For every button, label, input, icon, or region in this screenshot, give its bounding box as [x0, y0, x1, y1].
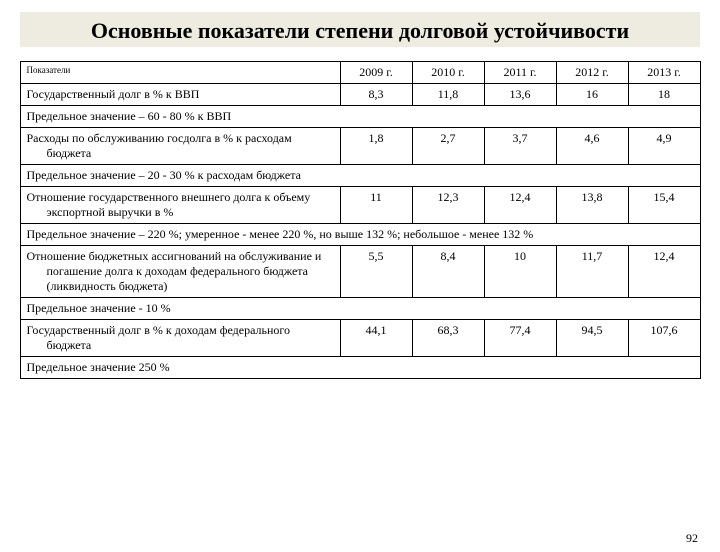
- header-year: 2009 г.: [340, 62, 412, 84]
- table-row: Государственный долг в % к ВВП 8,3 11,8 …: [20, 84, 700, 106]
- cell-value: 77,4: [484, 320, 556, 357]
- limit-label: Предельное значение – 60 - 80 % к ВВП: [20, 106, 700, 128]
- cell-value: 8,3: [340, 84, 412, 106]
- indicator-label: Расходы по обслуживанию госдолга в % к р…: [20, 128, 340, 165]
- cell-value: 13,6: [484, 84, 556, 106]
- header-year: 2013 г.: [628, 62, 700, 84]
- cell-value: 11,8: [412, 84, 484, 106]
- table-row-limit: Предельное значение 250 %: [20, 357, 700, 379]
- cell-value: 8,4: [412, 246, 484, 298]
- table-row: Отношение бюджетных ассигнований на обсл…: [20, 246, 700, 298]
- cell-value: 18: [628, 84, 700, 106]
- cell-value: 10: [484, 246, 556, 298]
- table-row-limit: Предельное значение – 20 - 30 % к расход…: [20, 165, 700, 187]
- table-header-row: Показатели 2009 г. 2010 г. 2011 г. 2012 …: [20, 62, 700, 84]
- cell-value: 16: [556, 84, 628, 106]
- table-row-limit: Предельное значение – 60 - 80 % к ВВП: [20, 106, 700, 128]
- cell-value: 15,4: [628, 187, 700, 224]
- cell-value: 5,5: [340, 246, 412, 298]
- cell-value: 94,5: [556, 320, 628, 357]
- page-title: Основные показатели степени долговой уст…: [30, 18, 690, 43]
- header-year: 2012 г.: [556, 62, 628, 84]
- page-number: 92: [686, 531, 698, 546]
- cell-value: 1,8: [340, 128, 412, 165]
- header-year: 2010 г.: [412, 62, 484, 84]
- cell-value: 12,3: [412, 187, 484, 224]
- table-row: Отношение государственного внешнего долг…: [20, 187, 700, 224]
- cell-value: 12,4: [628, 246, 700, 298]
- table-row-limit: Предельное значение - 10 %: [20, 298, 700, 320]
- table-row: Расходы по обслуживанию госдолга в % к р…: [20, 128, 700, 165]
- indicators-table: Показатели 2009 г. 2010 г. 2011 г. 2012 …: [20, 61, 701, 379]
- limit-label: Предельное значение – 20 - 30 % к расход…: [20, 165, 700, 187]
- limit-label: Предельное значение 250 %: [20, 357, 700, 379]
- cell-value: 68,3: [412, 320, 484, 357]
- cell-value: 107,6: [628, 320, 700, 357]
- indicator-label: Отношение государственного внешнего долг…: [20, 187, 340, 224]
- header-year: 2011 г.: [484, 62, 556, 84]
- cell-value: 11: [340, 187, 412, 224]
- table-row-limit: Предельное значение – 220 %; умеренное -…: [20, 224, 700, 246]
- header-indicator-label: Показатели: [20, 62, 340, 84]
- indicator-label: Государственный долг в % к ВВП: [20, 84, 340, 106]
- title-bar: Основные показатели степени долговой уст…: [20, 12, 700, 47]
- cell-value: 13,8: [556, 187, 628, 224]
- indicator-label: Государственный долг в % к доходам федер…: [20, 320, 340, 357]
- cell-value: 11,7: [556, 246, 628, 298]
- indicator-label: Отношение бюджетных ассигнований на обсл…: [20, 246, 340, 298]
- cell-value: 4,9: [628, 128, 700, 165]
- cell-value: 44,1: [340, 320, 412, 357]
- cell-value: 3,7: [484, 128, 556, 165]
- cell-value: 4,6: [556, 128, 628, 165]
- limit-label: Предельное значение - 10 %: [20, 298, 700, 320]
- table-row: Государственный долг в % к доходам федер…: [20, 320, 700, 357]
- cell-value: 12,4: [484, 187, 556, 224]
- limit-label: Предельное значение – 220 %; умеренное -…: [20, 224, 700, 246]
- cell-value: 2,7: [412, 128, 484, 165]
